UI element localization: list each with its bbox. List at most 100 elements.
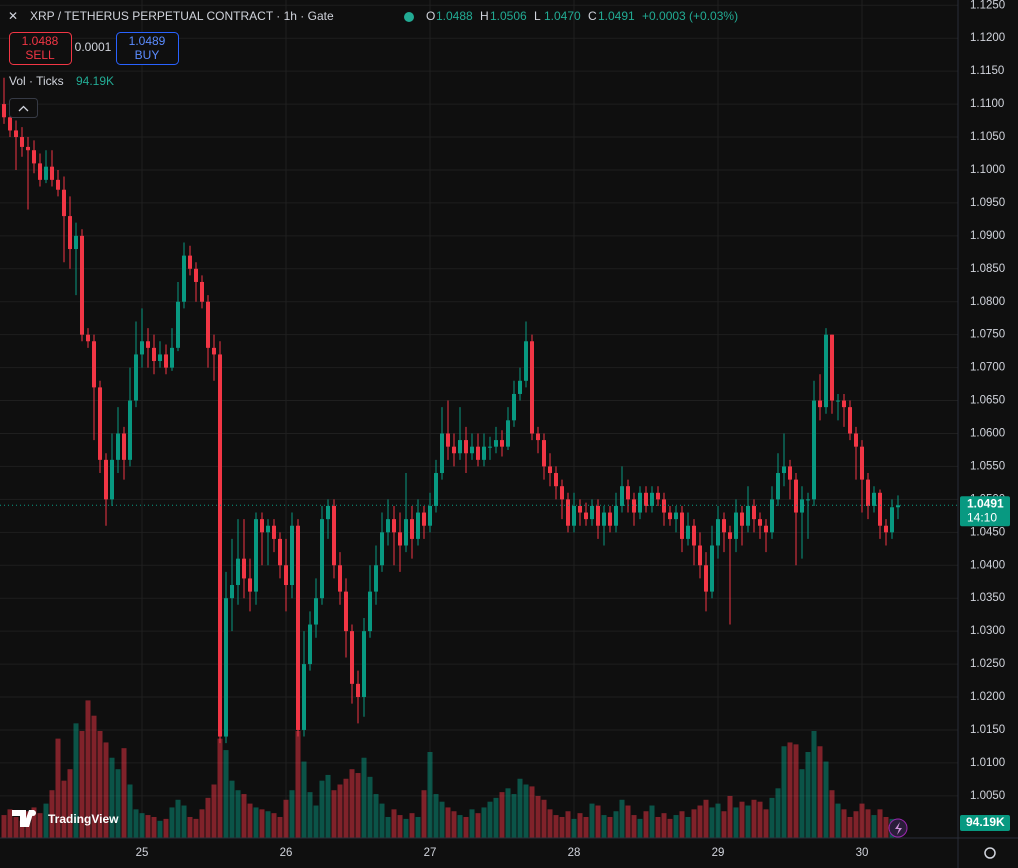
candle-body [122, 433, 126, 460]
candle-body [608, 512, 612, 526]
volume-bar [211, 784, 217, 838]
buy-button[interactable] [116, 32, 179, 65]
volume-bar [127, 784, 133, 838]
candle-body [644, 492, 648, 506]
candle-body [800, 499, 804, 513]
volume-bar [769, 797, 775, 838]
y-tick-label: 1.0700 [970, 362, 1005, 374]
y-tick-label: 1.0750 [970, 329, 1005, 341]
candle-body [26, 146, 30, 151]
volume-label-box [960, 814, 1010, 831]
candle-body [620, 486, 624, 506]
brand-logo [30, 810, 36, 816]
volume-bar [229, 780, 235, 838]
y-tick-label: 1.0650 [970, 395, 1005, 407]
candle-body [632, 499, 636, 513]
candle-body [680, 512, 684, 539]
volume-bar [349, 769, 355, 838]
y-tick-label: 1.1100 [970, 98, 1004, 110]
candle-body [266, 525, 270, 533]
ohlc-value: 1.0488 [436, 9, 473, 23]
volume-bar [595, 805, 601, 838]
y-tick-label: 1.0850 [970, 263, 1005, 275]
sell-button[interactable] [9, 32, 72, 65]
candle-body [692, 525, 696, 546]
volume-bar [193, 818, 199, 838]
x-tick-label: 26 [280, 847, 293, 859]
candle-body [314, 598, 318, 625]
y-tick-label: 1.0950 [970, 197, 1005, 209]
candle-body [416, 512, 420, 539]
y-tick-label: 1.1000 [970, 164, 1005, 176]
sell-price[interactable]: 1.0488 [22, 34, 59, 48]
y-tick-label: 1.0250 [970, 658, 1005, 670]
ohlc-value: 1.0470 [544, 9, 581, 23]
y-tick-label: 1.0150 [970, 724, 1005, 736]
candle-body [728, 532, 732, 539]
volume-bar [475, 813, 481, 838]
volume-bar [1, 815, 7, 838]
candle-body [368, 591, 372, 632]
volume-bar [13, 816, 19, 838]
candle-body [470, 446, 474, 454]
volume-bar [493, 797, 499, 838]
candle-body [818, 400, 822, 408]
volume-bar [721, 811, 727, 838]
volume-bar [307, 792, 313, 838]
candle-body [638, 492, 642, 513]
volume-bar [181, 805, 187, 838]
volume-bar [199, 809, 205, 838]
volume-bar [577, 813, 583, 838]
volume-bar [637, 818, 643, 838]
volume-bar [523, 784, 529, 838]
volume-bar [559, 816, 565, 838]
candle-body [278, 538, 282, 566]
candle-body [698, 545, 702, 566]
candle-body [494, 440, 498, 447]
volume-bar [691, 809, 697, 838]
candle-body [50, 166, 54, 180]
candle-body [758, 519, 762, 526]
settings-icon[interactable] [984, 847, 996, 859]
candle-body [56, 179, 60, 190]
volume-bar [409, 813, 415, 838]
candles [2, 77, 900, 744]
close-icon[interactable]: ✕ [8, 9, 18, 23]
candle-body [218, 354, 222, 737]
volume-bar [787, 742, 793, 838]
candle-body [482, 446, 486, 460]
status-dot [404, 12, 414, 22]
volume-bar [385, 816, 391, 838]
sell-label[interactable]: SELL [25, 48, 55, 62]
volume-bar [463, 816, 469, 838]
buy-label[interactable]: BUY [135, 48, 160, 62]
volume-bar [457, 815, 463, 838]
collapse-button[interactable] [9, 98, 38, 118]
candle-body [584, 512, 588, 520]
volume-bar [601, 815, 607, 838]
candle-body [560, 486, 564, 500]
brand-logo [12, 810, 34, 827]
candle-body [110, 459, 114, 500]
y-tick-label: 1.1200 [970, 32, 1005, 44]
volume-bar [715, 803, 721, 838]
candle-body [656, 492, 660, 500]
candle-body [308, 624, 312, 665]
volume-bar [289, 790, 295, 838]
volume-bar [877, 809, 883, 838]
volume-bar [871, 815, 877, 838]
volume-bar [157, 820, 163, 838]
volume-bar [661, 813, 667, 838]
volume-bar [397, 815, 403, 838]
volume-bar [565, 811, 571, 838]
candle-body [716, 519, 720, 546]
volume-bar [121, 748, 127, 838]
candle-body [524, 341, 528, 381]
volume-bar [673, 815, 679, 838]
candle-body [674, 512, 678, 520]
ohlc-key: O [426, 9, 435, 23]
buy-price[interactable]: 1.0489 [129, 34, 166, 48]
candle-body [518, 380, 522, 394]
candle-body [284, 565, 288, 586]
